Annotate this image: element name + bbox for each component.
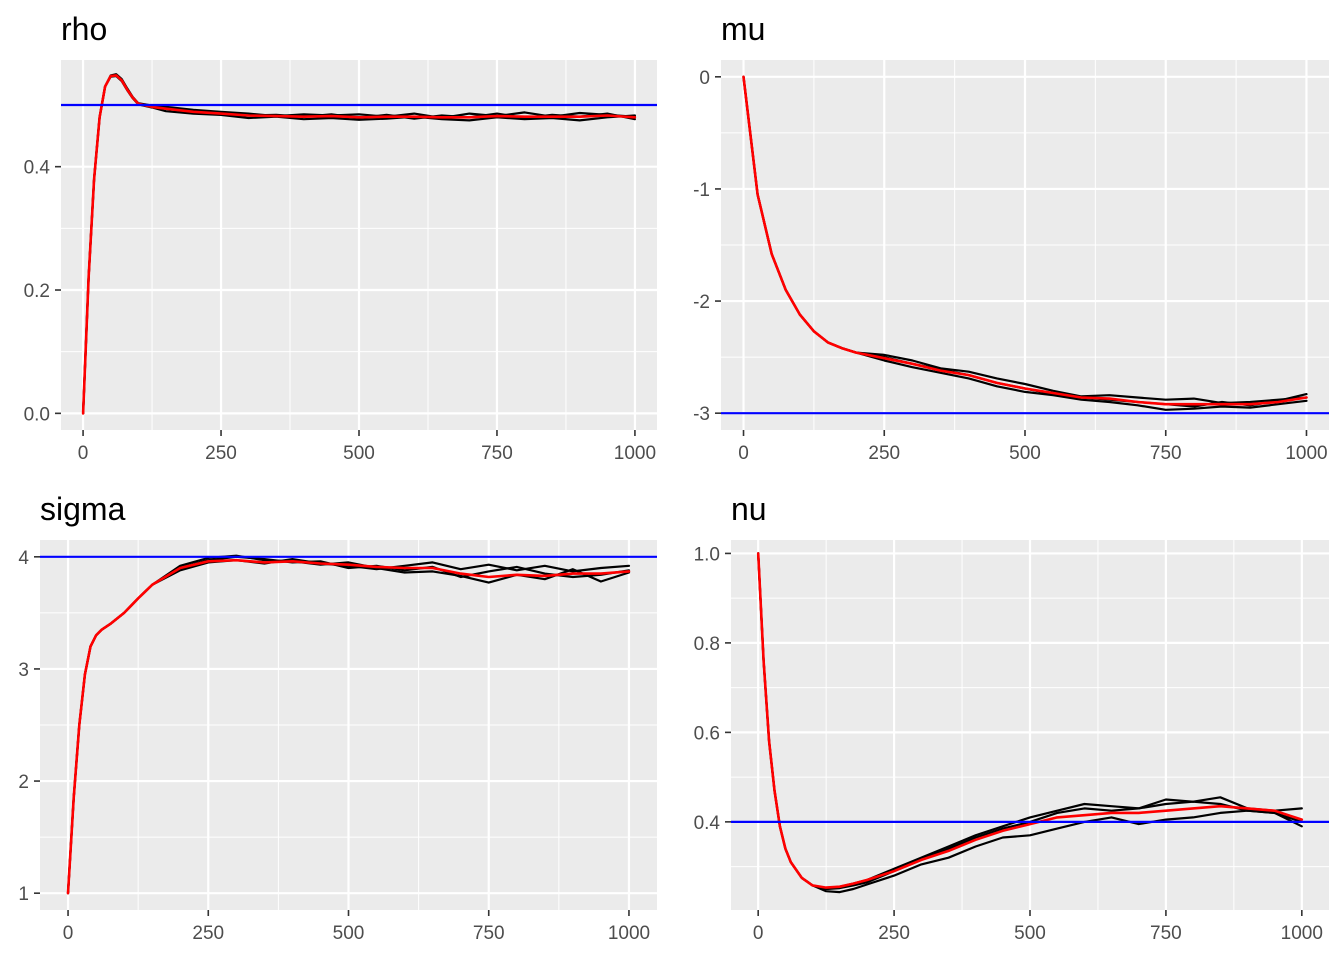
series-group: [756, 552, 1304, 894]
plot-area-nu: 0 250 500 750 1000 0.4 0.6 0.8 1.0: [694, 540, 1329, 944]
y-tick-label: 2: [18, 772, 29, 793]
x-tick-label: 0: [78, 443, 89, 464]
x-tick-label: 750: [481, 443, 513, 464]
x-tick-label: 250: [878, 923, 910, 944]
y-tick-label: 0.8: [694, 634, 720, 655]
y-tick-label: 0.2: [24, 281, 50, 302]
y-tick-label: 0.4: [24, 158, 51, 179]
plot-area-mu: 0 250 500 750 1000 0 -1 -2 -3: [693, 60, 1329, 464]
series-line-mean: [81, 74, 637, 415]
series-group: [742, 75, 1308, 411]
panel-title-sigma: sigma: [40, 491, 126, 527]
x-tick-label: 250: [205, 443, 237, 464]
y-tick-label: 0: [699, 68, 710, 89]
panel-nu: nu 0 250 500 750 1000 0.4 0.6 0.8 1.0: [694, 491, 1329, 944]
x-tick-label: 750: [473, 923, 505, 944]
y-tick-label: 1.0: [694, 544, 720, 565]
y-tick-label: 0.0: [24, 404, 50, 425]
x-tick-label: 500: [1014, 923, 1046, 944]
y-tick-label: 1: [18, 884, 29, 905]
x-tick-label: 500: [333, 923, 365, 944]
y-tick-label: 0.6: [694, 723, 720, 744]
series-line-mean: [756, 552, 1304, 889]
y-tick-label: -2: [693, 292, 710, 313]
x-tick-label: 500: [343, 443, 375, 464]
x-tick-label: 750: [1150, 923, 1182, 944]
series-group: [81, 73, 637, 415]
panel-title-mu: mu: [721, 11, 765, 47]
y-tick-label: 3: [18, 660, 29, 681]
panel-rho: rho 0 250 500 750 1000 0.0 0.2 0.4: [24, 11, 657, 464]
series-line-mean: [742, 75, 1308, 406]
panel-mu: mu 0 250 500 750 1000 0 -1 -2 -3: [693, 11, 1329, 464]
x-tick-label: 1000: [1281, 923, 1323, 944]
x-tick-label: 1000: [614, 443, 656, 464]
x-tick-label: 1000: [608, 923, 650, 944]
series-group: [66, 554, 631, 895]
x-tick-label: 750: [1150, 443, 1182, 464]
y-tick-label: -1: [693, 180, 710, 201]
panel-title-rho: rho: [61, 11, 107, 47]
x-tick-label: 0: [738, 443, 749, 464]
y-tick-label: 0.4: [694, 813, 721, 834]
plot-area-rho: 0 250 500 750 1000 0.0 0.2 0.4: [24, 60, 657, 464]
y-tick-label: 4: [18, 548, 29, 569]
panel-sigma: sigma 0 250 500 750 1000 1 2 3 4: [18, 491, 657, 944]
x-tick-label: 1000: [1285, 443, 1327, 464]
x-tick-label: 250: [868, 443, 900, 464]
plot-area-sigma: 0 250 500 750 1000 1 2 3 4: [18, 540, 657, 944]
x-tick-label: 250: [192, 923, 224, 944]
x-tick-label: 500: [1009, 443, 1041, 464]
x-tick-label: 0: [63, 923, 74, 944]
panel-title-nu: nu: [731, 491, 767, 527]
x-tick-label: 0: [753, 923, 764, 944]
y-tick-label: -3: [693, 404, 710, 425]
series-line-mean: [66, 558, 631, 895]
